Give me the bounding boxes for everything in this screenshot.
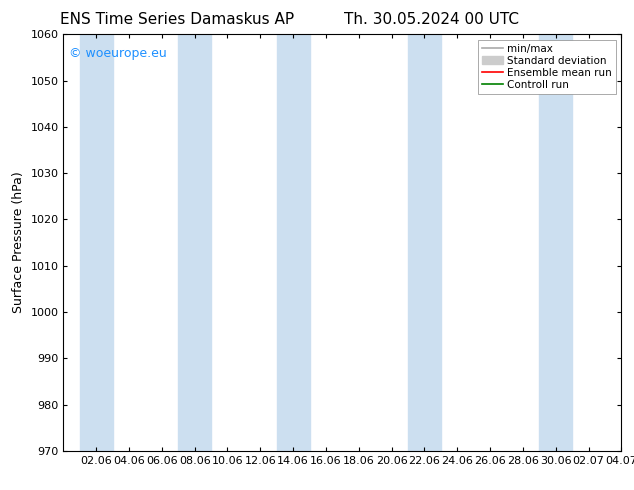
Bar [408, 34, 441, 451]
Bar [540, 34, 572, 451]
Text: © woeurope.eu: © woeurope.eu [69, 47, 167, 60]
Bar [276, 34, 309, 451]
Y-axis label: Surface Pressure (hPa): Surface Pressure (hPa) [12, 172, 25, 314]
Text: Th. 30.05.2024 00 UTC: Th. 30.05.2024 00 UTC [344, 12, 519, 27]
Legend: min/max, Standard deviation, Ensemble mean run, Controll run: min/max, Standard deviation, Ensemble me… [478, 40, 616, 94]
Bar [178, 34, 211, 451]
Text: ENS Time Series Damaskus AP: ENS Time Series Damaskus AP [60, 12, 295, 27]
Bar [80, 34, 113, 451]
